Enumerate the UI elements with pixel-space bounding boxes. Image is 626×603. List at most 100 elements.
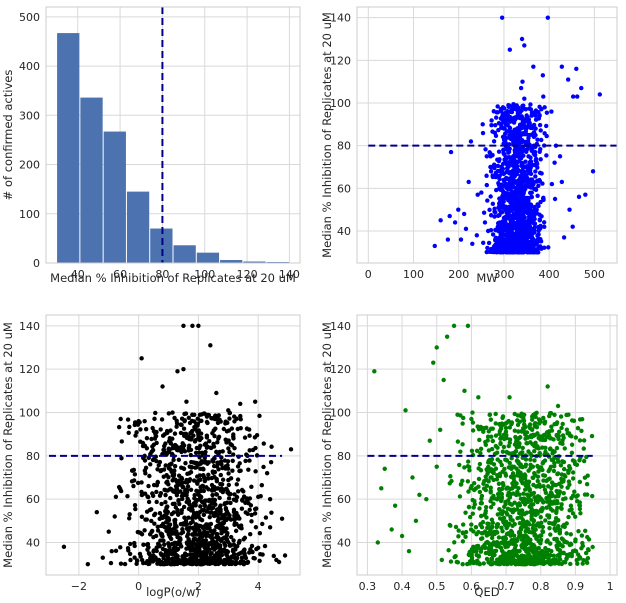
scatter-point <box>447 481 452 486</box>
scatter-point <box>217 495 222 501</box>
scatter-point <box>201 512 207 518</box>
scatter-point <box>151 482 157 488</box>
scatter-point <box>511 211 516 217</box>
scatter-point <box>131 483 136 489</box>
scatter-point <box>575 493 580 498</box>
hist-x-axis-label: Median % Inhibition of Replicates at 20 … <box>50 271 296 285</box>
scatter-point <box>577 438 583 443</box>
scatter-point <box>188 447 194 452</box>
scatter-point <box>538 157 543 162</box>
scatter-point <box>502 131 508 136</box>
scatter-point <box>372 369 377 374</box>
scatter-point <box>504 420 510 425</box>
scatter-point <box>204 445 210 450</box>
scatter-point <box>538 541 543 546</box>
scatter-point <box>494 450 500 455</box>
scatter-point <box>214 531 220 537</box>
scatter-point <box>214 492 219 497</box>
scatter-point <box>569 418 575 423</box>
scatter-point <box>496 481 502 486</box>
scatter-point <box>524 542 529 547</box>
scatter-point <box>528 457 533 462</box>
scatter-point <box>491 249 497 255</box>
scatter-point <box>522 219 528 224</box>
logp-x-tick-label: −2 <box>71 580 87 593</box>
scatter-point <box>506 540 512 545</box>
scatter-point <box>189 464 195 470</box>
scatter-point <box>572 461 578 467</box>
scatter-point <box>170 556 175 561</box>
scatter-point <box>214 524 219 529</box>
scatter-point <box>161 555 166 561</box>
scatter-point <box>500 203 506 208</box>
mw-x-tick-label: 100 <box>403 268 424 281</box>
scatter-point <box>474 448 480 453</box>
scatter-point <box>511 223 516 229</box>
scatter-point <box>564 427 570 432</box>
scatter-point <box>189 459 194 465</box>
scatter-point <box>495 524 500 529</box>
scatter-point <box>173 517 178 523</box>
scatter-point <box>522 43 527 48</box>
scatter-point <box>517 177 522 183</box>
scatter-point <box>213 502 218 507</box>
scatter-point <box>227 449 232 455</box>
scatter-point <box>232 560 237 566</box>
scatter-point <box>556 493 561 499</box>
scatter-point <box>196 523 202 529</box>
scatter-point <box>211 529 216 534</box>
scatter-point <box>495 213 501 218</box>
scatter-point <box>479 525 485 530</box>
scatter-point <box>392 503 398 508</box>
scatter-point <box>544 505 549 510</box>
scatter-point <box>518 155 524 161</box>
scatter-point <box>535 137 540 142</box>
scatter-point <box>557 154 563 159</box>
scatter-point <box>537 177 542 183</box>
scatter-point <box>207 542 213 547</box>
hist-y-axis-label: # of confirmed actives <box>1 70 15 201</box>
scatter-point <box>179 416 185 421</box>
scatter-point <box>523 186 528 192</box>
scatter-point <box>239 487 245 493</box>
scatter-point <box>434 345 439 350</box>
scatter-point <box>495 104 500 109</box>
scatter-point <box>122 561 128 567</box>
scatter-point <box>529 427 535 432</box>
scatter-point <box>210 459 216 464</box>
scatter-point <box>579 546 584 551</box>
scatter-point <box>516 429 521 434</box>
scatter-point <box>561 472 567 478</box>
scatter-point <box>569 553 575 559</box>
scatter-point <box>204 419 210 425</box>
scatter-point <box>488 194 493 199</box>
scatter-point <box>514 164 520 169</box>
scatter-point <box>162 542 167 547</box>
scatter-point <box>246 500 251 506</box>
scatter-point <box>503 120 508 126</box>
scatter-point <box>503 471 508 476</box>
scatter-point <box>557 527 563 532</box>
scatter-point <box>132 420 138 425</box>
scatter-point <box>157 511 163 516</box>
scatter-point <box>499 495 505 500</box>
scatter-point <box>477 561 482 567</box>
scatter-point <box>192 512 197 518</box>
scatter-point <box>523 521 528 526</box>
scatter-point <box>481 210 487 215</box>
scatter-point <box>219 486 224 491</box>
scatter-point <box>568 532 573 537</box>
scatter-point <box>520 250 525 255</box>
scatter-point <box>503 425 509 431</box>
scatter-point <box>269 444 274 449</box>
logp-y-tick-label: 140 <box>19 320 40 333</box>
scatter-point <box>514 194 519 199</box>
scatter-point <box>224 429 230 434</box>
scatter-point <box>159 417 165 422</box>
scatter-point <box>198 477 203 482</box>
scatter-point <box>247 496 253 501</box>
scatter-point <box>138 427 143 432</box>
scatter-point <box>227 410 232 416</box>
scatter-point <box>560 441 565 447</box>
